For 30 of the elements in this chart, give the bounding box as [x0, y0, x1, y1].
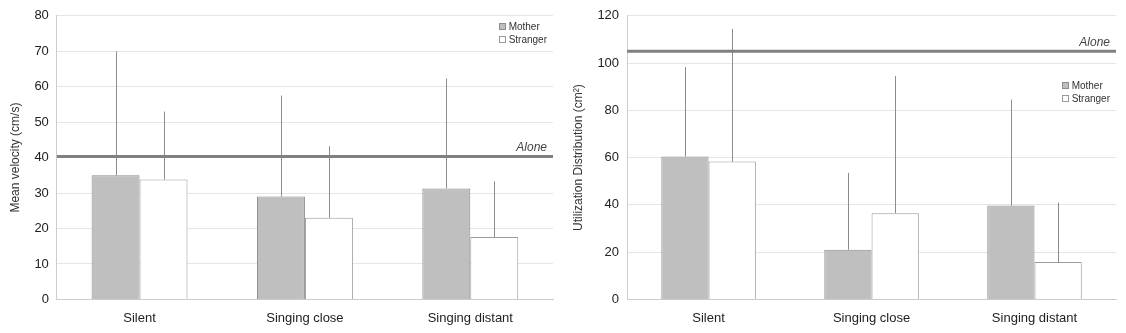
ref-line-label: Alone [515, 139, 548, 154]
y-tick-label: 50 [34, 113, 49, 129]
y-tick-label: 40 [604, 196, 620, 212]
y-tick-label: 20 [34, 220, 49, 236]
y-tick-label: 30 [34, 184, 49, 200]
y-tick-label: 120 [597, 7, 620, 23]
y-tick-label: 70 [34, 42, 49, 58]
y-tick-label: 60 [34, 78, 49, 94]
y-tick-label: 20 [604, 243, 620, 259]
legend-label: Mother [1071, 80, 1103, 92]
y-tick-label: 40 [34, 149, 49, 165]
text: Stranger [508, 33, 547, 45]
y-tick-label: 80 [604, 101, 620, 117]
y-tick-label: 60 [604, 149, 620, 165]
x-tick-label: Silent [123, 309, 157, 325]
y-axis-title: Mean velocity (cm/s) [7, 102, 22, 213]
x-tick-label: Singing close [266, 309, 344, 325]
ref-line-label: Alone [1078, 34, 1111, 49]
legend-label: Mother [508, 20, 540, 32]
y-tick-label: 80 [34, 7, 49, 23]
y-tick-label: 0 [41, 290, 49, 306]
y-tick-label: 10 [34, 255, 49, 271]
x-tick-label: Singing distant [991, 309, 1078, 325]
text: Stranger [1071, 93, 1110, 105]
x-tick-label: Singing close [832, 309, 911, 325]
x-tick-label: Silent [692, 309, 726, 325]
y-axis-title: Utilization Distribution (cm²) [570, 84, 585, 231]
y-tick-label: 100 [597, 54, 620, 70]
y-tick-label: 0 [611, 290, 620, 306]
x-tick-label: Singing distant [427, 309, 514, 325]
